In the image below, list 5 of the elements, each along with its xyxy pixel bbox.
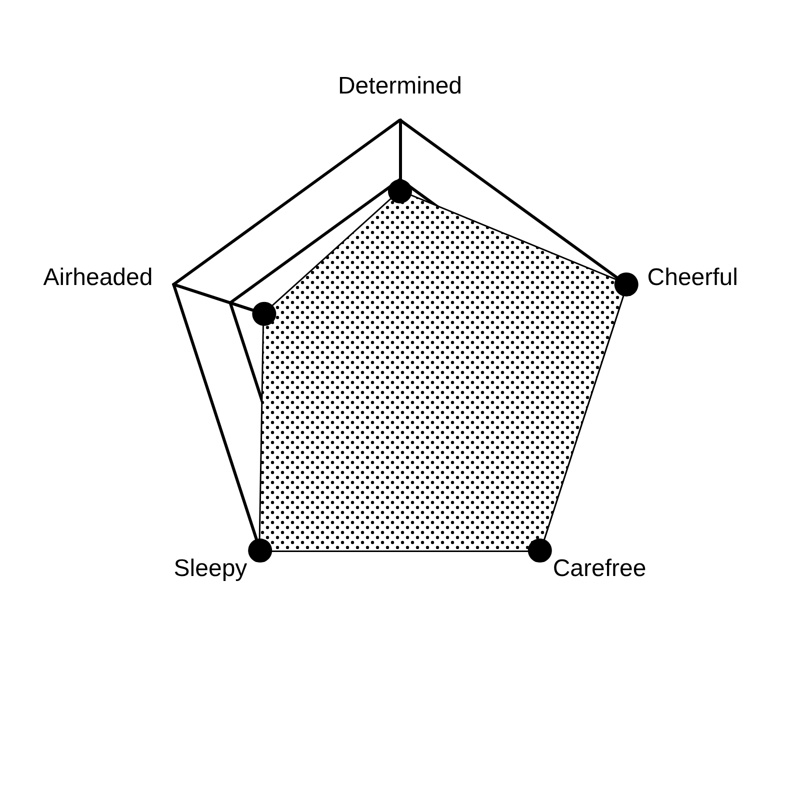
spoke-label: Carefree (552, 554, 646, 582)
spoke-label: Determined (338, 72, 462, 100)
spoke-label: Cheerful (647, 264, 738, 292)
spoke-label: Airheaded (43, 264, 153, 292)
spoke-label: Sleepy (174, 554, 248, 582)
